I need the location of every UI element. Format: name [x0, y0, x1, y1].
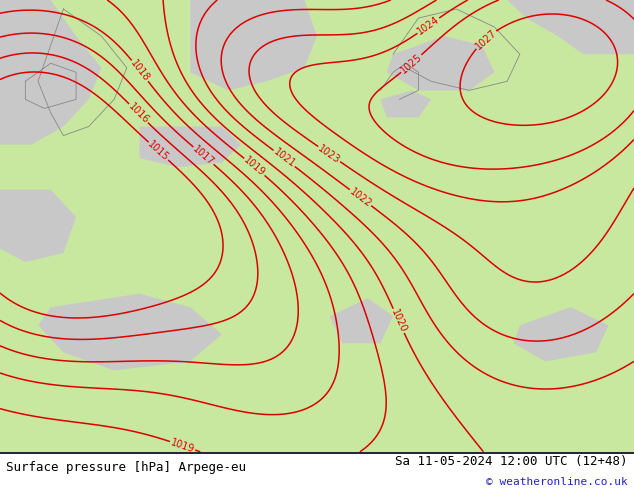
Text: 1024: 1024: [415, 15, 441, 37]
Polygon shape: [38, 294, 222, 370]
Text: Sa 11-05-2024 12:00 UTC (12+48): Sa 11-05-2024 12:00 UTC (12+48): [395, 455, 628, 468]
Text: 1019: 1019: [242, 155, 267, 178]
Text: 1025: 1025: [399, 52, 424, 75]
Polygon shape: [387, 36, 495, 90]
Text: 1018: 1018: [129, 58, 152, 83]
Text: 1022: 1022: [347, 186, 373, 209]
Polygon shape: [139, 126, 241, 167]
Polygon shape: [330, 298, 393, 343]
Text: 1021: 1021: [271, 147, 297, 170]
Polygon shape: [0, 0, 101, 145]
Text: © weatheronline.co.uk: © weatheronline.co.uk: [486, 477, 628, 487]
Text: 1023: 1023: [316, 143, 342, 165]
Text: 1027: 1027: [473, 27, 498, 51]
Text: 1015: 1015: [146, 139, 171, 163]
Text: 1016: 1016: [126, 101, 151, 125]
Text: 1020: 1020: [389, 308, 408, 334]
Polygon shape: [514, 307, 609, 362]
Polygon shape: [507, 0, 634, 54]
Text: 1017: 1017: [191, 144, 216, 168]
Text: Surface pressure [hPa] Arpege-eu: Surface pressure [hPa] Arpege-eu: [6, 461, 247, 473]
Polygon shape: [0, 190, 76, 262]
Text: 1019: 1019: [169, 437, 196, 454]
Polygon shape: [190, 0, 317, 90]
Polygon shape: [380, 90, 431, 118]
